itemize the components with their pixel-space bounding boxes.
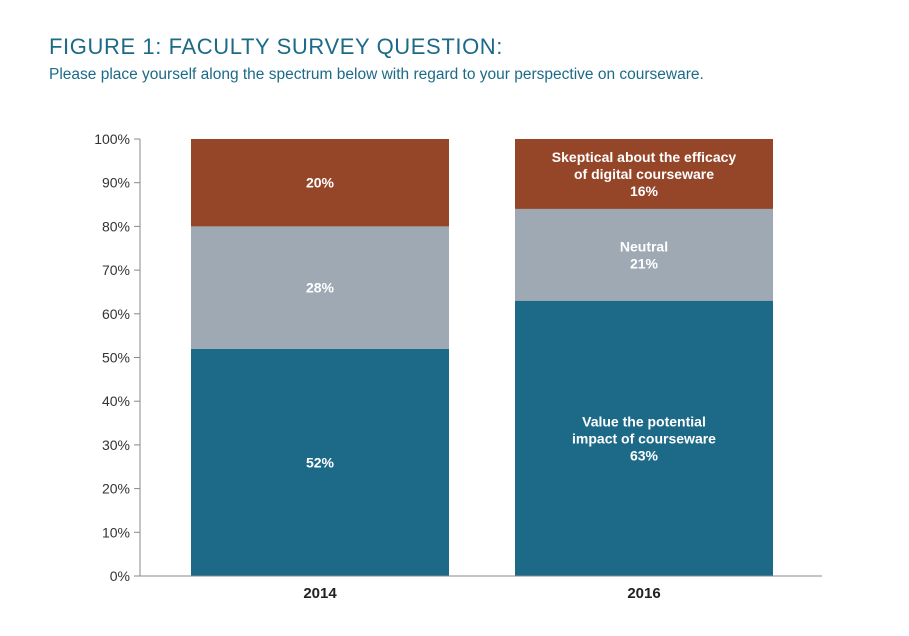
chart-title: FIGURE 1: FACULTY SURVEY QUESTION: [49, 34, 503, 59]
bar-value-label: 52% [306, 454, 335, 470]
bar-value-label: 21% [630, 255, 659, 271]
y-tick-label: 100% [94, 131, 130, 147]
bar-segment-value-2016 [515, 300, 773, 576]
bar-segment-neutral-2014 [191, 226, 449, 349]
y-tick-label: 70% [102, 262, 130, 278]
bar-value-label: 63% [630, 447, 659, 463]
y-tick-label: 50% [102, 350, 130, 366]
y-tick-label: 80% [102, 218, 130, 234]
bar-segment-value-2014 [191, 348, 449, 576]
bar-segment-label: of digital courseware [574, 166, 714, 182]
bar-segment-neutral-2016 [515, 208, 773, 301]
y-tick-label: 10% [102, 524, 130, 540]
bar-segment-label: Skeptical about the efficacy [552, 149, 737, 165]
y-tick-label: 0% [110, 568, 130, 584]
bar-segment-label: impact of courseware [572, 430, 716, 446]
bar-segment-skeptical-2016 [515, 139, 773, 209]
bar-segment-label: Neutral [620, 238, 668, 254]
y-axis: 0% 10% 20% 30% 40% 50% 60% 70% 80% 90% 100% [94, 131, 141, 584]
y-tick-label: 40% [102, 393, 130, 409]
bar-value-label: 16% [630, 183, 659, 199]
chart-subtitle: Please place yourself along the spectrum… [49, 66, 704, 83]
y-tick-label: 90% [102, 175, 130, 191]
bar-value-label: 20% [306, 175, 335, 191]
y-tick-label: 60% [102, 306, 130, 322]
y-tick-label: 30% [102, 437, 130, 453]
y-tick-label: 20% [102, 481, 130, 497]
x-category-label: 2016 [627, 585, 660, 602]
bar-segment-skeptical-2014 [191, 139, 449, 227]
x-category-label: 2014 [303, 585, 337, 602]
bar-value-label: 28% [306, 280, 335, 296]
x-axis: 2014 2016 [140, 575, 822, 602]
bar-segment-label: Value the potential [582, 413, 706, 429]
